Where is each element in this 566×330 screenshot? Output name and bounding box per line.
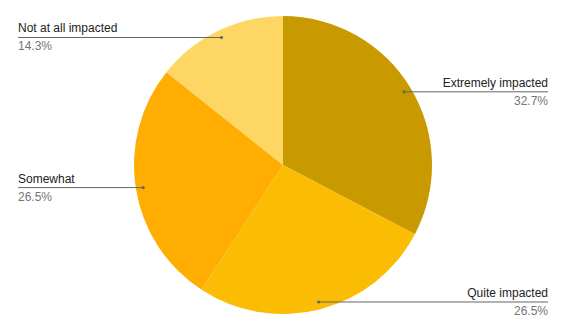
- svg-text:Extremely impacted: Extremely impacted: [443, 76, 548, 90]
- svg-text:26.5%: 26.5%: [514, 304, 548, 318]
- svg-text:32.7%: 32.7%: [514, 94, 548, 108]
- svg-text:Not at all impacted: Not at all impacted: [18, 21, 117, 35]
- svg-text:26.5%: 26.5%: [18, 190, 52, 204]
- svg-text:14.3%: 14.3%: [18, 39, 52, 53]
- svg-text:Quite impacted: Quite impacted: [467, 286, 548, 300]
- svg-text:Somewhat: Somewhat: [18, 172, 75, 186]
